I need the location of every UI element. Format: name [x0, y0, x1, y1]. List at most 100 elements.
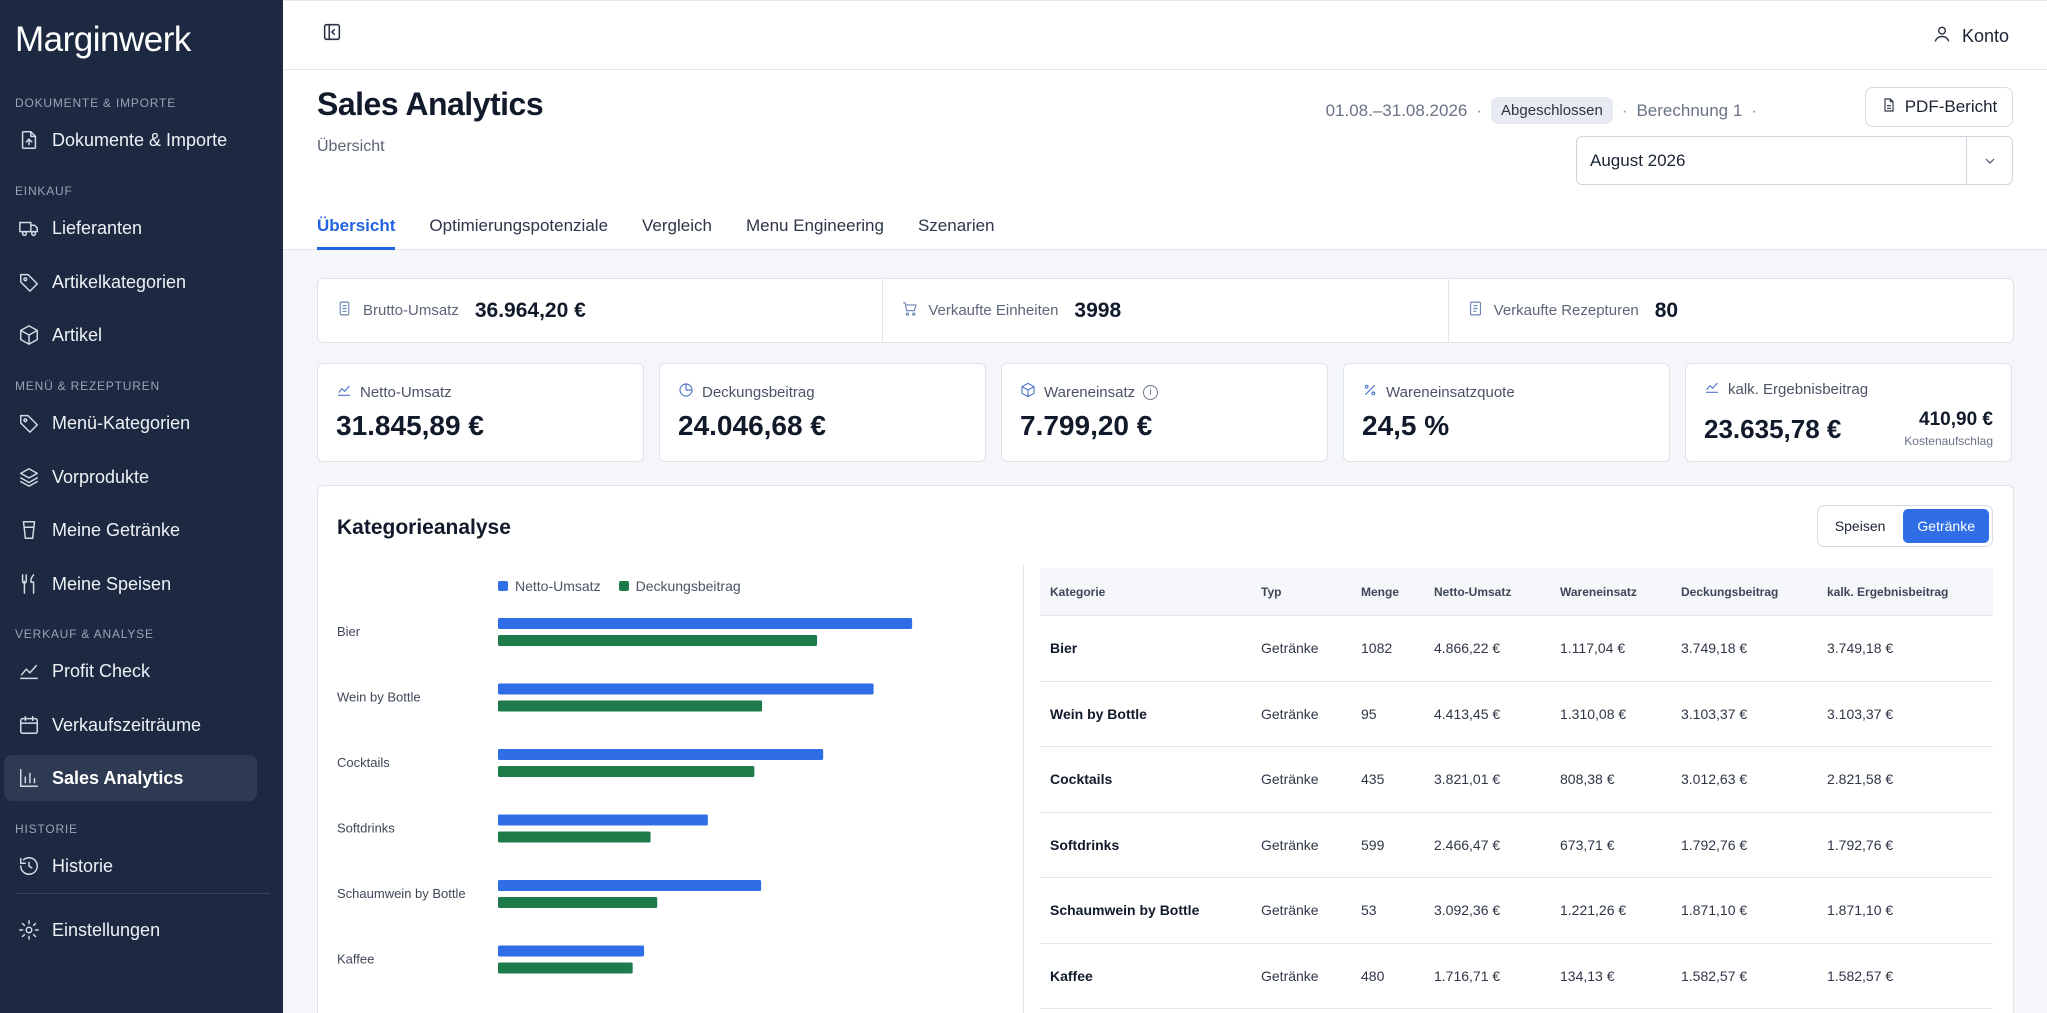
table-row[interactable]: Cocktails Getränke 435 3.821,01 € 808,38 € 3.… — [1040, 747, 1993, 813]
legend-label: Deckungsbeitrag — [635, 578, 741, 594]
tab-optimierungspotenziale[interactable]: Optimierungspotenziale — [429, 216, 609, 235]
stat-brutto-umsatz: Brutto-Umsatz 36.964,20 € — [318, 279, 884, 342]
chevron-down-icon[interactable] — [1966, 137, 2012, 184]
bar-chart-icon — [16, 765, 42, 791]
category-tick-label: Wein by Bottle — [337, 690, 421, 705]
bar-deckungsbeitrag[interactable] — [498, 635, 818, 646]
table-cell: 3.092,36 € — [1434, 902, 1501, 919]
table-cell: 673,71 € — [1560, 836, 1615, 853]
table-row[interactable]: Kaffee Getränke 480 1.716,71 € 134,13 € 1.582… — [1040, 944, 1993, 1009]
table-body: Bier Getränke 1082 4.866,22 € 1.117,04 € 3.74… — [1040, 616, 1993, 1009]
sidebar-item-label: Artikel — [52, 324, 103, 345]
bar-netto-umsatz[interactable] — [498, 749, 824, 760]
sidebar-item-menue-kategorien[interactable]: Menü-Kategorien — [4, 400, 257, 446]
sidebar: Marginwerk DOKUMENTE & IMPORTE Dokumente… — [0, 0, 283, 1013]
tab-szenarien[interactable]: Szenarien — [917, 216, 995, 235]
table-cell: 480 — [1361, 967, 1385, 984]
sidebar-item-artikel[interactable]: Artikel — [4, 312, 257, 358]
cup-icon — [16, 517, 42, 543]
bar-deckungsbeitrag[interactable] — [498, 831, 651, 843]
column-header[interactable]: kalk. Ergebnisbeitrag — [1827, 584, 1949, 599]
bar-chart-svg: Bier Wein by Bottle Cocktails Softdrinks Sch… — [337, 618, 913, 974]
column-header[interactable]: Menge — [1361, 584, 1400, 599]
column-header[interactable]: Netto-Umsatz — [1434, 584, 1512, 599]
table-row[interactable]: Softdrinks Getränke 599 2.466,47 € 673,71 € 1… — [1040, 813, 1993, 878]
table-row[interactable]: Wein by Bottle Getränke 95 4.413,45 € 1.310,… — [1040, 682, 1993, 747]
sidebar-item-label: Vorprodukte — [52, 466, 150, 487]
calendar-icon — [16, 712, 42, 738]
sidebar-item-dokumente[interactable]: Dokumente & Importe — [4, 117, 257, 163]
pdf-report-button[interactable]: PDF-Bericht — [1865, 87, 2013, 127]
recipe-icon — [1467, 300, 1484, 322]
bar-deckungsbeitrag[interactable] — [498, 897, 658, 908]
sidebar-item-einstellungen[interactable]: Einstellungen — [4, 907, 257, 953]
sidebar-item-meine-getraenke[interactable]: Meine Getränke — [4, 507, 257, 553]
kpi-value: 31.845,89 € — [336, 410, 484, 441]
section-label-historie: HISTORIE — [15, 822, 78, 836]
sidebar-item-verkaufszeitraeume[interactable]: Verkaufszeiträume — [4, 702, 257, 748]
bar-netto-umsatz[interactable] — [498, 618, 913, 629]
toggle-speisen[interactable]: Speisen — [1834, 518, 1886, 534]
table-cell: 1.716,71 € — [1434, 967, 1501, 984]
chart-table-divider — [1023, 564, 1024, 1013]
bar-deckungsbeitrag[interactable] — [498, 700, 763, 712]
sidebar-item-label: Meine Getränke — [52, 519, 181, 540]
bar-netto-umsatz[interactable] — [498, 814, 708, 826]
table-cell: 3.103,37 € — [1827, 705, 1894, 722]
column-header[interactable]: Typ — [1261, 584, 1282, 599]
table-cell: 3.012,63 € — [1681, 771, 1748, 788]
sidebar-item-profit-check[interactable]: Profit Check — [4, 648, 257, 694]
info-icon[interactable]: i — [1143, 384, 1159, 400]
column-header[interactable]: Kategorie — [1050, 584, 1106, 599]
sidebar-item-label: Profit Check — [52, 660, 151, 681]
bar-deckungsbeitrag[interactable] — [498, 962, 633, 974]
sidebar-item-lieferanten[interactable]: Lieferanten — [4, 205, 257, 251]
sidebar-item-label: Artikelkategorien — [52, 271, 187, 292]
collapse-sidebar-icon[interactable] — [321, 21, 345, 45]
table-cell: 1082 — [1361, 640, 1393, 657]
sidebar-item-historie[interactable]: Historie — [4, 843, 257, 889]
bar-netto-umsatz[interactable] — [498, 683, 874, 695]
column-header[interactable]: Deckungsbeitrag — [1681, 584, 1779, 599]
table-cell: 4.866,22 € — [1434, 640, 1501, 657]
sidebar-item-vorprodukte[interactable]: Vorprodukte — [4, 454, 257, 500]
account-button[interactable]: Konto — [1932, 24, 2009, 49]
brand-part2: werk — [118, 20, 191, 59]
kostenaufschlag-label: Kostenaufschlag — [1904, 434, 1993, 448]
box-icon — [1020, 382, 1036, 402]
tab-menu-engineering[interactable]: Menu Engineering — [745, 216, 884, 235]
sidebar-item-artikelkategorien[interactable]: Artikelkategorien — [4, 259, 257, 305]
sidebar-item-sales-analytics[interactable]: Sales Analytics — [4, 755, 257, 801]
table-cell: 435 — [1361, 771, 1385, 788]
table-row[interactable]: Bier Getränke 1082 4.866,22 € 1.117,04 € 3.74… — [1040, 616, 1993, 682]
table-cell: 1.221,26 € — [1560, 902, 1627, 919]
category-analysis-title: Kategorieanalyse — [337, 516, 511, 539]
column-header[interactable]: Wareneinsatz — [1560, 584, 1637, 599]
kpi-value: 23.635,78 € — [1704, 414, 1842, 444]
table-row[interactable]: Schaumwein by Bottle Getränke 53 3.092,36 €… — [1040, 878, 1993, 944]
kpi-value: 24,5 % — [1362, 410, 1450, 441]
toggle-getraenke[interactable]: Getränke — [1903, 509, 1989, 543]
trend-icon — [336, 382, 352, 402]
category-tick-label: Cocktails — [337, 755, 390, 770]
brand-logo[interactable]: Marginwerk — [15, 20, 191, 60]
tag-icon — [16, 269, 42, 295]
tab-uebersicht[interactable]: Übersicht — [317, 216, 396, 250]
table-cell: 95 — [1361, 705, 1377, 722]
bar-deckungsbeitrag[interactable] — [498, 766, 755, 777]
section-label-dokumente: DOKUMENTE & IMPORTE — [15, 96, 176, 110]
page-subtitle: Übersicht — [317, 138, 385, 155]
month-select-value: August 2026 — [1590, 150, 1686, 170]
table-cell: Getränke — [1261, 967, 1319, 984]
table-cell: 3.749,18 € — [1827, 640, 1894, 657]
truck-icon — [16, 215, 42, 241]
table-cell: Bier — [1050, 640, 1078, 657]
month-select[interactable]: August 2026 — [1576, 136, 2013, 185]
table-cell: Getränke — [1261, 771, 1319, 788]
table-cell: 1.117,04 € — [1560, 640, 1626, 657]
table-cell: 2.821,58 € — [1827, 771, 1894, 788]
bar-netto-umsatz[interactable] — [498, 880, 762, 891]
tab-vergleich[interactable]: Vergleich — [642, 216, 712, 235]
sidebar-item-meine-speisen[interactable]: Meine Speisen — [4, 561, 257, 607]
bar-netto-umsatz[interactable] — [498, 945, 645, 957]
